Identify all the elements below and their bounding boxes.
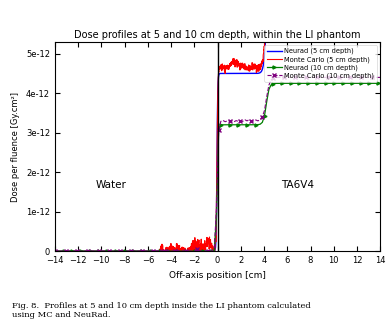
Text: Fig. 8.  Profiles at 5 and 10 cm depth inside the LI phantom calculated
using MC: Fig. 8. Profiles at 5 and 10 cm depth in… (12, 302, 310, 319)
Legend: Neurad (5 cm depth), Monte Carlo (5 cm depth), Neurad (10 cm depth), Monte Carlo: Neurad (5 cm depth), Monte Carlo (5 cm d… (264, 45, 377, 81)
Neurad (10 cm depth) (160, 249, 164, 253)
Title: Dose profiles at 5 and 10 cm depth, within the LI phantom: Dose profiles at 5 and 10 cm depth, with… (74, 30, 361, 40)
Line: Monte Carlo (5 cm depth): Monte Carlo (5 cm depth) (55, 0, 380, 251)
Line: Neurad (10 cm depth): Neurad (10 cm depth) (53, 82, 382, 253)
Monte Carlo (5 cm depth) (69, 249, 74, 253)
Text: Water: Water (96, 180, 127, 190)
Neurad (10 cm depth) (236, 123, 241, 127)
Monte Carlo (5 cm depth) (211, 249, 216, 253)
Monte Carlo (10 cm depth) (279, 75, 284, 79)
Neurad (10 cm depth) (323, 81, 328, 85)
Text: TA6V4: TA6V4 (281, 180, 314, 190)
Monte Carlo (10 cm depth) (323, 75, 328, 79)
Monte Carlo (10 cm depth) (160, 249, 164, 253)
Line: Neurad (5 cm depth): Neurad (5 cm depth) (55, 0, 380, 251)
Neurad (10 cm depth) (278, 81, 282, 85)
Monte Carlo (10 cm depth) (53, 249, 57, 253)
Y-axis label: Dose per fluence [Gy.cm²]: Dose per fluence [Gy.cm²] (11, 91, 20, 202)
Neurad (10 cm depth) (223, 123, 227, 127)
Neurad (5 cm depth) (53, 249, 57, 253)
Neurad (5 cm depth) (69, 249, 74, 253)
Neurad (10 cm depth) (314, 81, 319, 85)
Neurad (10 cm depth) (181, 249, 186, 253)
Monte Carlo (10 cm depth) (183, 249, 188, 253)
Monte Carlo (5 cm depth) (157, 249, 162, 253)
Monte Carlo (10 cm depth) (162, 249, 167, 253)
Monte Carlo (10 cm depth) (325, 75, 330, 79)
Monte Carlo (10 cm depth) (378, 75, 383, 79)
Monte Carlo (10 cm depth) (225, 119, 230, 123)
Line: Monte Carlo (10 cm depth): Monte Carlo (10 cm depth) (53, 75, 382, 253)
Neurad (5 cm depth) (202, 249, 207, 253)
Neurad (10 cm depth) (378, 81, 383, 85)
X-axis label: Off-axis position [cm]: Off-axis position [cm] (169, 270, 266, 279)
Monte Carlo (10 cm depth) (238, 119, 243, 123)
Neurad (5 cm depth) (211, 249, 216, 253)
Neurad (10 cm depth) (53, 249, 57, 253)
Monte Carlo (5 cm depth) (53, 249, 57, 253)
Monte Carlo (5 cm depth) (202, 243, 207, 247)
